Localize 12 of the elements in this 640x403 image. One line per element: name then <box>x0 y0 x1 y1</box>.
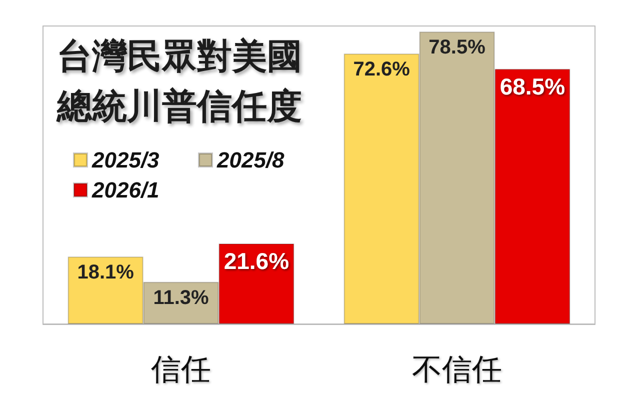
data-label: 68.5% <box>500 73 566 100</box>
legend-label: 2025/3 <box>91 148 160 172</box>
data-label: 78.5% <box>428 36 486 59</box>
legend-label: 2025/8 <box>216 148 286 172</box>
text: 台灣民眾對美國總統川普信任度 <box>56 37 302 127</box>
data-label: 11.3% <box>153 286 210 309</box>
data-label: 21.6% <box>224 248 290 274</box>
data-label: 72.6% <box>353 58 410 81</box>
legend-label: 2026/1 <box>91 178 160 202</box>
data-label: 18.1% <box>77 262 134 284</box>
x-tick-label: 不信任 <box>412 352 502 388</box>
x-tick-label: 信任 <box>151 352 211 388</box>
